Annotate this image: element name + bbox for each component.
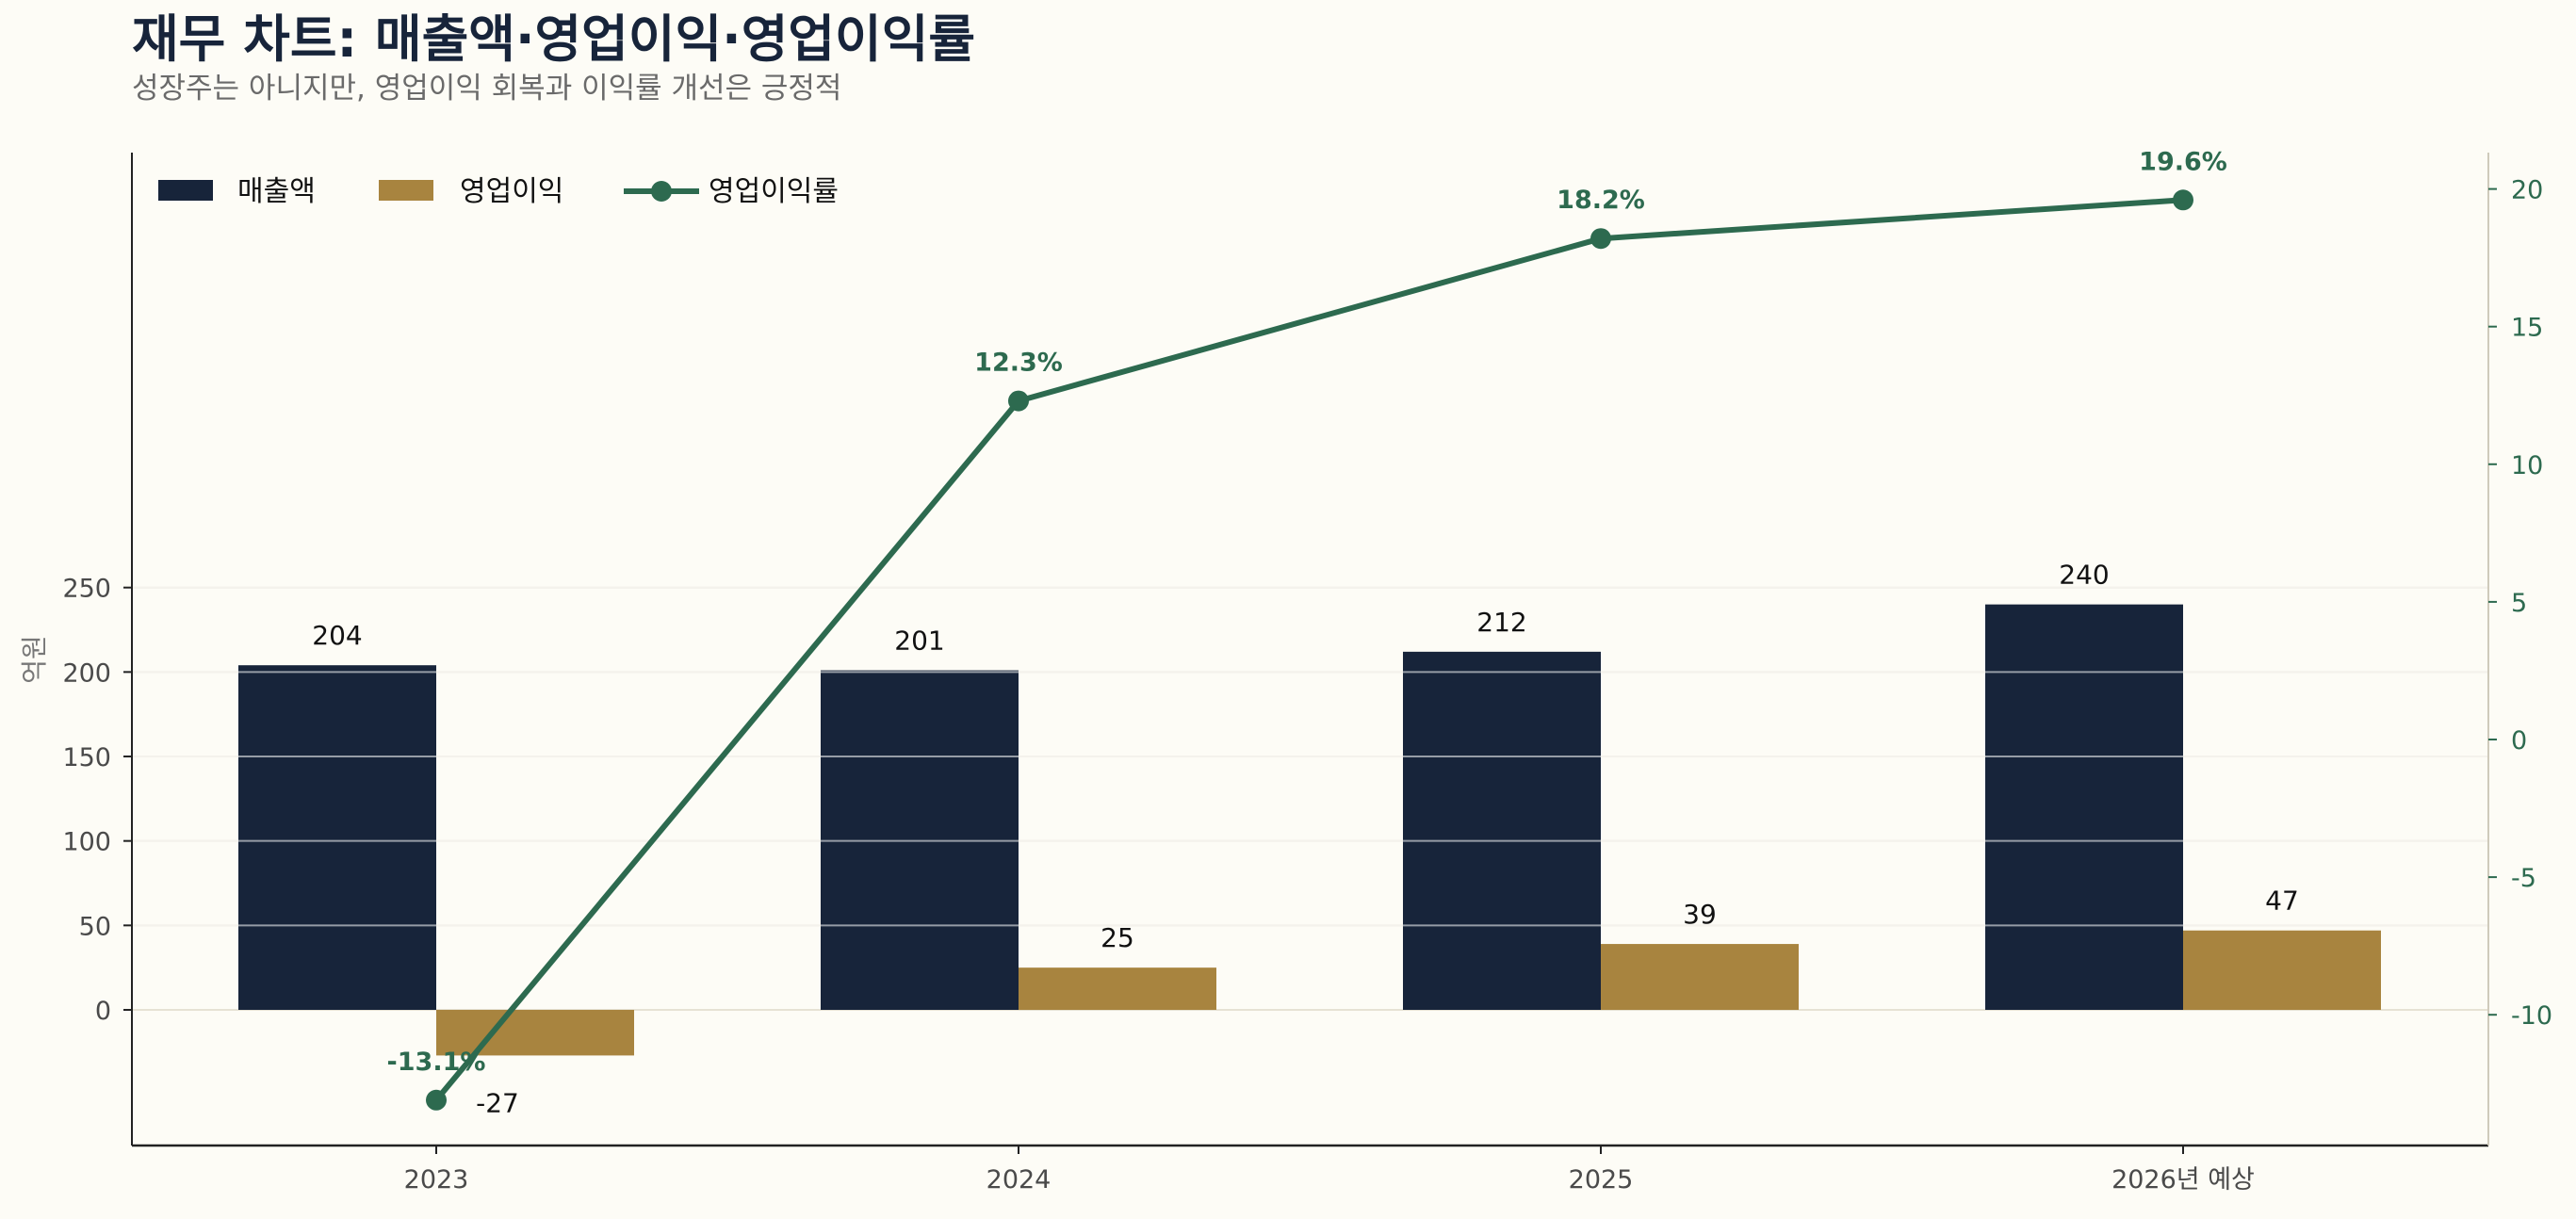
point-margin xyxy=(1590,228,1611,250)
data-label-revenue: 240 xyxy=(2059,560,2109,591)
point-margin xyxy=(2173,189,2193,211)
data-label-operating-profit: 25 xyxy=(1101,922,1134,953)
x-tick-label: 2025 xyxy=(1569,1165,1634,1195)
legend-swatch-margin-point xyxy=(651,181,672,202)
y-tick-label: 50 xyxy=(79,912,111,941)
data-label-operating-profit: 47 xyxy=(2265,886,2299,917)
y-tick-label: 150 xyxy=(62,743,111,772)
bar-operating-profit xyxy=(1601,944,1799,1010)
y-tick-label: 200 xyxy=(62,658,111,688)
line-margin xyxy=(433,197,2184,1102)
y2-tick-label: -5 xyxy=(2511,864,2536,893)
y-tick-label: 0 xyxy=(95,997,111,1026)
x-tick-label: 2024 xyxy=(986,1165,1052,1195)
legend-label-margin: 영업이익률 xyxy=(709,175,839,208)
y-axis-label: 억원 xyxy=(19,635,50,684)
data-label-revenue: 204 xyxy=(312,620,362,651)
y2-tick-label: 0 xyxy=(2511,726,2527,756)
data-label-operating-profit: 39 xyxy=(1683,899,1717,930)
x-tick-label: 2023 xyxy=(404,1165,469,1195)
chart-subtitle: 성장주는 아니지만, 영업이익 회복과 이익률 개선은 긍정적 xyxy=(132,72,841,106)
y2-tick-label: 20 xyxy=(2511,176,2543,205)
legend-swatch-operating-profit xyxy=(379,180,433,201)
bar-operating-profit xyxy=(2183,930,2381,1010)
x-tick-label: 2026년 예상 xyxy=(2111,1165,2255,1195)
y-tick-label: 250 xyxy=(62,575,111,604)
y2-tick-label: 15 xyxy=(2511,314,2543,343)
bar-revenue xyxy=(1403,651,1601,1010)
data-label-margin: 18.2% xyxy=(1557,186,1645,215)
data-label-revenue: 212 xyxy=(1476,607,1526,638)
data-label-margin: -13.1% xyxy=(387,1048,486,1077)
legend-swatch-revenue xyxy=(158,180,213,201)
bar-revenue xyxy=(1985,604,2183,1010)
bar-revenue xyxy=(238,665,436,1010)
point-margin xyxy=(426,1089,447,1111)
y2-tick-label: -10 xyxy=(2511,1001,2552,1031)
data-label-operating-profit: -27 xyxy=(476,1087,519,1118)
y2-tick-label: 5 xyxy=(2511,589,2527,618)
legend-label-revenue: 매출액 xyxy=(237,175,316,208)
bar-operating-profit xyxy=(1019,967,1216,1010)
data-label-margin: 12.3% xyxy=(974,349,1063,378)
y-tick-label: 100 xyxy=(62,828,111,857)
legend: 매출액 영업이익 영업이익률 xyxy=(158,175,839,208)
point-margin xyxy=(1008,390,1029,412)
legend-label-operating-profit: 영업이익 xyxy=(460,175,563,208)
y2-tick-label: 10 xyxy=(2511,451,2543,480)
data-label-revenue: 201 xyxy=(894,626,944,657)
plot-area: 204 201 212 240 -27 25 39 47 -13.1% 12.3% 18.2% 19.… xyxy=(19,147,2552,1195)
bar-operating-profit xyxy=(436,1010,634,1056)
chart-title: 재무 차트: 매출액·영업이익·영업이익률 xyxy=(132,9,975,69)
data-label-margin: 19.6% xyxy=(2139,147,2227,176)
